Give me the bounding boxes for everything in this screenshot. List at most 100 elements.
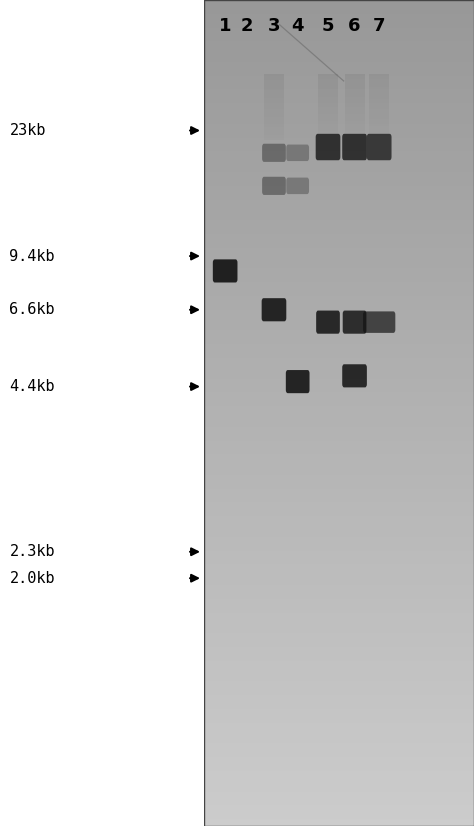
- Bar: [345, 104, 365, 107]
- Bar: [204, 241, 474, 248]
- Bar: [204, 0, 474, 7]
- Bar: [204, 661, 474, 667]
- Bar: [318, 74, 338, 77]
- Bar: [204, 110, 474, 117]
- Bar: [345, 126, 365, 129]
- Bar: [204, 97, 474, 103]
- Bar: [204, 764, 474, 771]
- Bar: [264, 116, 284, 119]
- Bar: [204, 791, 474, 799]
- FancyBboxPatch shape: [316, 311, 340, 334]
- Text: 2.0kb: 2.0kb: [9, 571, 55, 586]
- Bar: [369, 99, 389, 102]
- Bar: [204, 406, 474, 413]
- Bar: [204, 592, 474, 599]
- Bar: [204, 14, 474, 21]
- Bar: [318, 126, 338, 129]
- Bar: [264, 127, 284, 130]
- Bar: [318, 109, 338, 112]
- Bar: [204, 192, 474, 200]
- Bar: [204, 709, 474, 716]
- Bar: [204, 578, 474, 585]
- Bar: [204, 757, 474, 764]
- Bar: [204, 159, 474, 165]
- Bar: [204, 510, 474, 516]
- Bar: [345, 92, 365, 94]
- Bar: [204, 702, 474, 709]
- FancyBboxPatch shape: [286, 370, 310, 393]
- Bar: [369, 77, 389, 79]
- Bar: [204, 448, 474, 454]
- Bar: [204, 200, 474, 206]
- Bar: [264, 77, 284, 79]
- Bar: [204, 221, 474, 227]
- Bar: [318, 112, 338, 114]
- Bar: [369, 134, 389, 136]
- Bar: [264, 132, 284, 135]
- Bar: [204, 69, 474, 76]
- Bar: [204, 138, 474, 145]
- Bar: [204, 516, 474, 523]
- Text: 5: 5: [322, 17, 334, 35]
- Bar: [264, 130, 284, 132]
- Bar: [264, 119, 284, 122]
- Bar: [204, 330, 474, 337]
- Bar: [204, 482, 474, 489]
- Text: 4: 4: [292, 17, 304, 35]
- Bar: [204, 358, 474, 365]
- Bar: [264, 83, 284, 85]
- FancyBboxPatch shape: [286, 145, 309, 161]
- Bar: [345, 121, 365, 124]
- Bar: [264, 96, 284, 98]
- Bar: [204, 454, 474, 461]
- Bar: [204, 103, 474, 110]
- Bar: [369, 107, 389, 109]
- FancyBboxPatch shape: [363, 311, 395, 333]
- Bar: [204, 599, 474, 605]
- FancyBboxPatch shape: [262, 144, 286, 162]
- Bar: [345, 116, 365, 119]
- Bar: [264, 85, 284, 88]
- Bar: [204, 564, 474, 572]
- Bar: [204, 227, 474, 234]
- Bar: [318, 124, 338, 126]
- Bar: [369, 89, 389, 92]
- FancyBboxPatch shape: [342, 134, 367, 160]
- Bar: [264, 125, 284, 127]
- Bar: [369, 94, 389, 97]
- Bar: [318, 94, 338, 97]
- Bar: [204, 434, 474, 440]
- Bar: [345, 94, 365, 97]
- Bar: [369, 74, 389, 77]
- Bar: [264, 93, 284, 96]
- Bar: [204, 324, 474, 330]
- Bar: [204, 254, 474, 262]
- Bar: [204, 440, 474, 448]
- Text: 23kb: 23kb: [9, 123, 46, 138]
- Bar: [204, 634, 474, 640]
- Bar: [204, 76, 474, 83]
- Bar: [204, 248, 474, 254]
- Bar: [204, 296, 474, 303]
- Bar: [204, 427, 474, 434]
- Bar: [345, 84, 365, 87]
- Bar: [204, 420, 474, 427]
- Bar: [204, 206, 474, 213]
- Bar: [318, 79, 338, 82]
- Bar: [345, 134, 365, 136]
- Bar: [204, 55, 474, 62]
- Text: 1: 1: [219, 17, 231, 35]
- Bar: [345, 87, 365, 89]
- Bar: [318, 121, 338, 124]
- Text: 9.4kb: 9.4kb: [9, 249, 55, 263]
- Bar: [345, 131, 365, 134]
- Bar: [204, 647, 474, 654]
- Bar: [204, 723, 474, 729]
- Bar: [204, 386, 474, 392]
- Bar: [204, 812, 474, 819]
- Bar: [204, 626, 474, 634]
- Bar: [204, 750, 474, 757]
- Bar: [204, 675, 474, 681]
- Text: 2.3kb: 2.3kb: [9, 544, 55, 559]
- Bar: [318, 114, 338, 116]
